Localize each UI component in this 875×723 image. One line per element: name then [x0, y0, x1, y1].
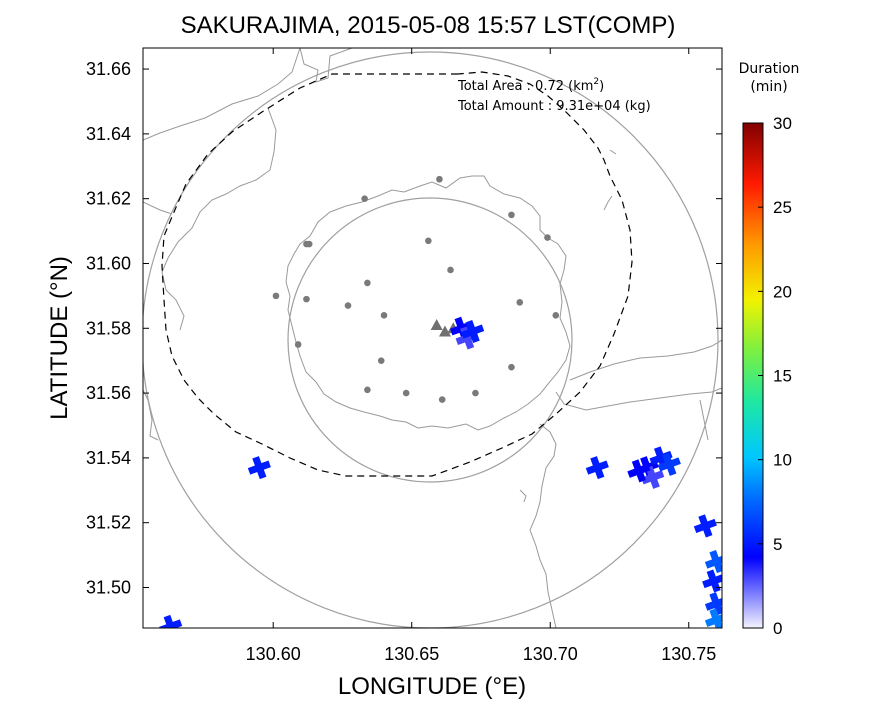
ashfall-cell [704, 592, 722, 616]
colorbar-tick-label: 10 [773, 451, 792, 470]
colorbar-tick-label: 15 [773, 367, 792, 386]
station-point [438, 396, 446, 403]
x-tick-label: 130.60 [246, 644, 301, 664]
ashfall-cells [159, 316, 722, 628]
station-point [377, 357, 385, 364]
vent-triangle [430, 319, 443, 331]
station-point [303, 295, 310, 303]
station-point [516, 299, 524, 306]
y-tick-label: 31.50 [86, 577, 131, 597]
ashfall-cell [247, 456, 271, 480]
total-amount-annotation: Total Amount : 9.31e+04 (kg) [457, 99, 651, 114]
ashfall-cell [702, 569, 722, 593]
plot-frame [142, 47, 723, 629]
ashfall-cell [693, 514, 717, 538]
station-point [508, 363, 515, 371]
colorbar-tick-label: 0 [773, 619, 782, 638]
station-point [508, 211, 515, 219]
station-point [303, 240, 310, 248]
station-point [364, 279, 371, 287]
station-point [447, 266, 454, 274]
station-point [552, 312, 560, 319]
ashfall-cell [704, 608, 722, 628]
ashfall-cell [461, 319, 485, 344]
station-point [364, 386, 371, 394]
x-tick-label: 130.65 [384, 644, 439, 664]
y-tick-label: 31.52 [86, 513, 131, 533]
station-point [472, 389, 479, 397]
x-axis-ticks: 130.60 130.65 130.70 130.75 [246, 48, 716, 664]
y-axis-ticks: 31.50 31.52 31.54 31.56 31.58 31.60 31.62 31.64… [86, 59, 722, 597]
station-markers [272, 175, 560, 403]
colorbar-tick-label: 30 [773, 114, 792, 133]
ashfall-cell [159, 614, 183, 628]
x-tick-label: 130.70 [523, 644, 578, 664]
y-tick-label: 31.56 [86, 383, 131, 403]
station-point [294, 341, 302, 348]
station-point [344, 302, 352, 309]
colorbar-tick-label: 5 [773, 535, 782, 554]
station-point [436, 175, 443, 183]
y-tick-label: 31.62 [86, 189, 131, 209]
range-circle-inner [287, 197, 573, 483]
y-tick-label: 31.54 [86, 448, 131, 468]
range-circle-outer [143, 51, 719, 628]
colorbar: Duration (min) 0 5 10 15 20 25 30 [739, 61, 800, 638]
ashfall-cell [657, 452, 681, 476]
station-point [425, 237, 432, 245]
y-tick-label: 31.58 [86, 318, 131, 338]
colorbar-title-line1: Duration [739, 61, 800, 77]
total-area-annotation: Total Area : 0.72 (km2) [457, 77, 604, 94]
ashfall-cell [641, 465, 665, 489]
coastline-map [143, 48, 722, 628]
colorbar-title-line2: (min) [750, 79, 787, 95]
ashfall-cell [585, 456, 609, 480]
vent-triangle [438, 325, 451, 337]
station-point [380, 312, 388, 319]
y-tick-label: 31.60 [86, 253, 131, 273]
y-tick-label: 31.66 [86, 59, 131, 79]
ashfall-cell [704, 550, 722, 574]
station-point [544, 234, 551, 241]
y-axis-label: LATITUDE (°N) [46, 256, 73, 420]
colorbar-tick-label: 20 [773, 282, 792, 301]
chart-title: SAKURAJIMA, 2015-05-08 15:57 LST(COMP) [181, 12, 676, 39]
x-axis-label: LONGITUDE (°E) [338, 673, 526, 700]
radar-coverage-boundary [161, 71, 633, 477]
station-point [361, 195, 368, 202]
colorbar-tick-label: 25 [773, 198, 792, 217]
colorbar-ticks: 0 5 10 15 20 25 30 [758, 114, 792, 638]
station-point [402, 389, 410, 397]
plot-area [143, 48, 722, 628]
x-tick-label: 130.75 [661, 644, 716, 664]
ashfall-cell [627, 459, 651, 483]
station-point [272, 292, 280, 300]
y-tick-label: 31.64 [86, 124, 131, 144]
